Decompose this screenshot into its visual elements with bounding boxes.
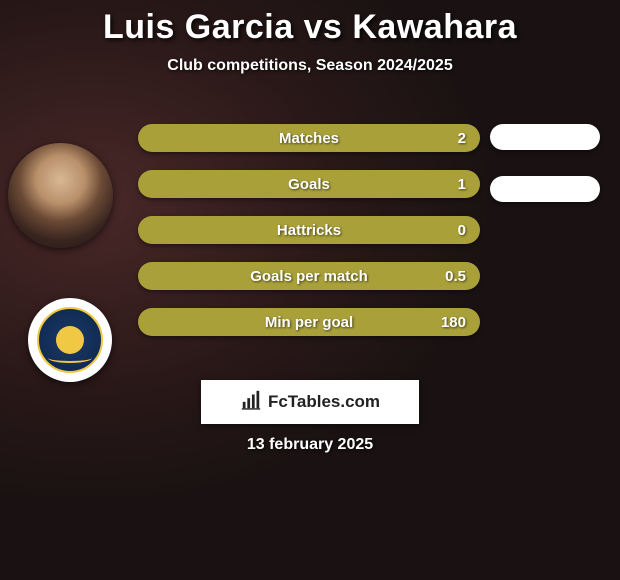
chart-icon (240, 389, 262, 416)
stat-row-goals: Goals 1 (138, 170, 480, 198)
page-title: Luis Garcia vs Kawahara (0, 8, 620, 47)
stat-label: Goals per match (250, 268, 368, 285)
season-subtitle: Club competitions, Season 2024/2025 (0, 57, 620, 75)
stat-label: Min per goal (265, 314, 353, 331)
player-stats: Matches 2 Goals 1 Hattricks 0 Goals per … (138, 124, 480, 354)
player-photo (8, 143, 113, 248)
stat-row-goals-per-match: Goals per match 0.5 (138, 262, 480, 290)
watermark-text: FcTables.com (268, 392, 380, 412)
stat-label: Hattricks (277, 222, 341, 239)
club-badge (28, 298, 112, 382)
stat-row-min-per-goal: Min per goal 180 (138, 308, 480, 336)
stat-label: Matches (279, 130, 339, 147)
stat-value: 0.5 (445, 268, 466, 285)
stat-label: Goals (288, 176, 330, 193)
opponent-pill (490, 176, 600, 202)
stat-value: 1 (458, 176, 466, 193)
stat-value: 0 (458, 222, 466, 239)
snapshot-date: 13 february 2025 (0, 436, 620, 454)
watermark: FcTables.com (201, 380, 419, 424)
stat-row-matches: Matches 2 (138, 124, 480, 152)
stat-row-hattricks: Hattricks 0 (138, 216, 480, 244)
stat-value: 2 (458, 130, 466, 147)
opponent-pill (490, 124, 600, 150)
opponent-stats (490, 124, 600, 228)
stat-value: 180 (441, 314, 466, 331)
